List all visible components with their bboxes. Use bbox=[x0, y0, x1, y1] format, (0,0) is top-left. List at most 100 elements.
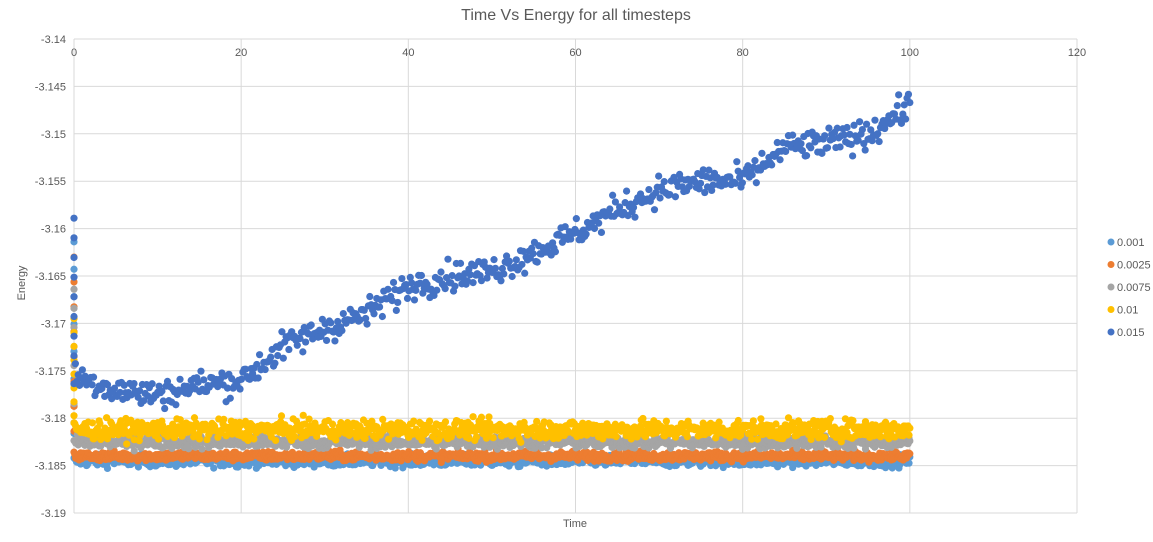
data-point bbox=[758, 149, 766, 157]
data-point bbox=[285, 345, 293, 354]
data-point bbox=[444, 255, 452, 263]
legend-label: 0.01 bbox=[1117, 305, 1138, 317]
data-point bbox=[906, 98, 914, 107]
data-point bbox=[70, 312, 78, 321]
legend-label: 0.015 bbox=[1117, 327, 1145, 339]
data-point bbox=[776, 156, 784, 164]
data-point bbox=[609, 191, 617, 199]
data-point bbox=[190, 414, 199, 422]
data-point bbox=[752, 179, 760, 187]
data-point bbox=[843, 123, 851, 132]
data-point bbox=[198, 445, 206, 453]
data-point bbox=[582, 230, 590, 238]
y-tick-label: -3.18 bbox=[41, 413, 66, 425]
data-point bbox=[751, 157, 759, 165]
data-point bbox=[875, 137, 883, 146]
data-point bbox=[279, 354, 287, 362]
data-point bbox=[437, 268, 445, 276]
legend-label: 0.0075 bbox=[1117, 282, 1151, 294]
data-point bbox=[328, 420, 337, 428]
data-point bbox=[451, 282, 459, 290]
x-tick-label: 60 bbox=[569, 47, 581, 59]
data-point bbox=[902, 115, 910, 123]
data-point bbox=[148, 380, 156, 388]
data-point bbox=[250, 435, 258, 443]
data-point bbox=[820, 433, 829, 441]
data-point bbox=[472, 433, 481, 441]
data-point bbox=[389, 278, 398, 287]
data-point bbox=[195, 435, 204, 443]
data-point bbox=[529, 249, 537, 258]
data-point bbox=[70, 332, 78, 340]
data-point bbox=[161, 404, 169, 413]
data-point bbox=[378, 312, 386, 321]
data-point bbox=[412, 286, 420, 294]
data-point bbox=[154, 435, 163, 443]
data-point bbox=[403, 294, 412, 302]
data-point bbox=[508, 272, 516, 281]
legend-marker-icon bbox=[1107, 261, 1115, 268]
data-point bbox=[789, 131, 797, 139]
data-point bbox=[905, 431, 913, 439]
data-point bbox=[871, 116, 879, 124]
data-point bbox=[127, 416, 135, 424]
data-point bbox=[70, 234, 78, 242]
y-tick-label: -3.17 bbox=[41, 318, 66, 330]
data-point bbox=[432, 445, 440, 453]
data-point bbox=[70, 285, 78, 293]
data-point bbox=[512, 256, 520, 264]
data-point bbox=[70, 352, 78, 360]
data-point bbox=[671, 193, 680, 201]
data-point bbox=[497, 277, 505, 285]
data-point bbox=[271, 359, 279, 367]
data-point bbox=[826, 414, 834, 423]
data-point bbox=[363, 320, 371, 328]
data-point bbox=[850, 444, 858, 452]
data-point bbox=[123, 440, 131, 448]
data-point bbox=[441, 418, 450, 426]
data-point bbox=[825, 124, 833, 132]
data-point bbox=[425, 417, 434, 425]
data-point bbox=[236, 385, 244, 393]
y-tick-label: -3.185 bbox=[35, 461, 66, 473]
data-point bbox=[904, 90, 913, 98]
data-point bbox=[291, 432, 299, 441]
data-point bbox=[327, 319, 335, 327]
data-point bbox=[267, 353, 275, 361]
data-point bbox=[410, 296, 419, 304]
data-point bbox=[656, 194, 664, 202]
data-point bbox=[254, 374, 262, 382]
legend-marker-icon bbox=[1107, 306, 1115, 313]
y-tick-label: -3.175 bbox=[35, 366, 66, 378]
y-tick-label: -3.14 bbox=[41, 34, 66, 46]
data-point bbox=[417, 271, 426, 280]
legend-item: 0.01 bbox=[1107, 305, 1138, 317]
data-point bbox=[70, 342, 78, 350]
data-point bbox=[200, 376, 208, 384]
data-point bbox=[807, 144, 815, 152]
y-axis-ticks: -3.14-3.145-3.15-3.155-3.16-3.165-3.17-3… bbox=[35, 34, 66, 520]
data-point bbox=[500, 270, 508, 278]
data-point bbox=[331, 337, 339, 345]
legend-item: 0.015 bbox=[1107, 327, 1145, 339]
data-point bbox=[748, 171, 756, 179]
legend-marker-icon bbox=[1107, 238, 1115, 246]
data-points bbox=[70, 90, 914, 473]
data-point bbox=[606, 205, 614, 213]
data-point bbox=[305, 415, 313, 423]
data-point bbox=[176, 375, 184, 383]
chart-title: Time Vs Energy for all timesteps bbox=[461, 7, 691, 24]
data-point bbox=[88, 419, 97, 427]
data-point bbox=[210, 464, 218, 472]
legend-label: 0.001 bbox=[1117, 237, 1145, 249]
data-point bbox=[650, 206, 659, 214]
data-point bbox=[817, 443, 825, 451]
data-point bbox=[375, 303, 384, 311]
legend-item: 0.001 bbox=[1107, 237, 1145, 249]
data-point bbox=[660, 178, 668, 186]
data-point bbox=[441, 285, 449, 293]
data-point bbox=[135, 437, 143, 445]
x-tick-label: 20 bbox=[235, 47, 247, 59]
data-point bbox=[683, 433, 691, 441]
data-point bbox=[456, 259, 465, 267]
